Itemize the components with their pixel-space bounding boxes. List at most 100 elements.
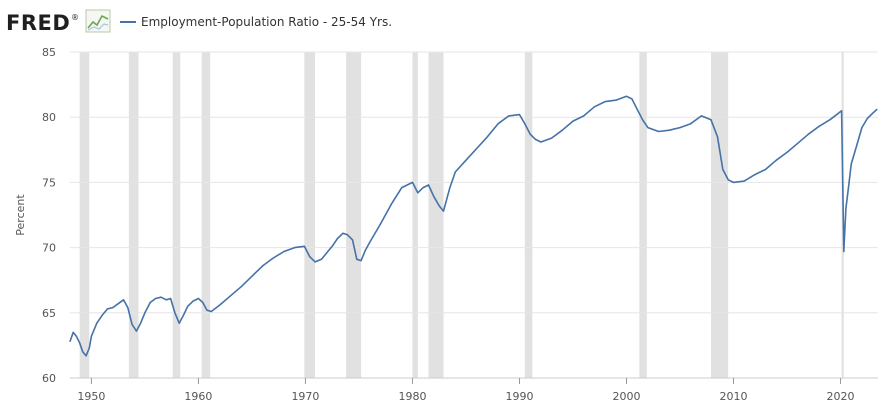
data-point <box>807 133 810 135</box>
data-point <box>829 119 831 121</box>
data-point <box>690 123 692 125</box>
data-point <box>165 299 167 301</box>
data-point <box>112 307 114 309</box>
y-tick-label: 80 <box>42 111 56 124</box>
data-point <box>117 303 119 305</box>
y-tick-label: 60 <box>42 372 56 385</box>
recession-band <box>346 52 362 378</box>
data-point <box>90 335 92 337</box>
x-axis-ticks: 1950 1960 1970 1980 1990 2000 2010 2020 <box>70 377 878 403</box>
data-point <box>206 309 208 311</box>
data-point <box>524 123 526 125</box>
data-point <box>518 114 521 116</box>
x-tick-label: 1960 <box>184 390 212 403</box>
data-point <box>178 322 180 324</box>
data-point <box>636 108 638 110</box>
y-tick-label: 65 <box>42 307 56 320</box>
data-point <box>309 256 311 258</box>
data-point <box>861 127 863 129</box>
data-point <box>625 95 628 97</box>
data-point <box>360 260 362 262</box>
x-tick-label: 1950 <box>77 390 105 403</box>
data-point <box>449 187 451 189</box>
data-point <box>251 275 253 277</box>
data-point <box>192 300 194 302</box>
data-point <box>369 241 371 243</box>
data-point <box>314 261 316 263</box>
data-point <box>140 322 142 324</box>
x-tick-label: 1990 <box>505 390 533 403</box>
data-point <box>848 181 850 183</box>
data-point <box>775 159 777 161</box>
data-point <box>716 136 719 138</box>
x-tick-label: 1980 <box>398 390 426 403</box>
data-point <box>845 207 847 210</box>
data-point <box>294 247 296 249</box>
data-point <box>272 257 274 259</box>
data-point <box>342 232 344 234</box>
data-point <box>101 314 103 316</box>
data-point <box>710 119 712 121</box>
data-point <box>427 184 430 186</box>
data-point <box>668 129 670 131</box>
data-point <box>149 301 151 303</box>
data-point <box>743 180 745 182</box>
data-point <box>346 234 348 236</box>
data-point <box>96 322 98 324</box>
data-point <box>351 239 354 241</box>
data-point <box>379 223 381 225</box>
fred-logo[interactable]: FRED <box>6 11 70 35</box>
data-point <box>476 147 478 150</box>
data-point <box>155 297 157 300</box>
data-point <box>837 112 840 114</box>
recession-band <box>412 52 418 378</box>
data-point <box>433 196 435 198</box>
data-point <box>219 304 221 306</box>
data-point <box>722 168 724 170</box>
data-point <box>534 138 537 140</box>
y-axis-title: Percent <box>14 194 27 236</box>
data-point <box>700 115 703 117</box>
data-point <box>642 119 644 121</box>
data-point <box>754 174 756 176</box>
data-point <box>240 286 242 288</box>
data-point <box>202 301 204 303</box>
data-point <box>127 307 129 309</box>
fred-graph-icon <box>85 9 111 33</box>
data-point <box>872 112 874 114</box>
data-point <box>144 312 146 314</box>
recession-band <box>428 52 444 378</box>
data-point <box>866 117 868 120</box>
data-point <box>336 237 339 240</box>
data-point <box>540 141 542 143</box>
recession-band <box>304 52 316 378</box>
data-point <box>187 305 189 307</box>
data-point <box>88 347 90 349</box>
data-point <box>593 106 596 108</box>
data-point <box>486 136 488 138</box>
data-point <box>174 312 176 314</box>
data-point <box>797 142 799 144</box>
y-tick-label: 75 <box>42 176 56 189</box>
data-point <box>841 110 843 112</box>
data-point <box>604 101 606 103</box>
data-point <box>262 265 264 267</box>
x-tick-label: 2020 <box>827 390 855 403</box>
data-point <box>131 323 133 326</box>
recession-band <box>172 52 181 378</box>
recession-bands <box>79 52 844 378</box>
data-point <box>364 249 366 251</box>
data-point <box>72 331 74 333</box>
y-tick-label: 85 <box>42 46 56 59</box>
data-point <box>326 252 328 254</box>
data-point <box>727 179 729 181</box>
data-point <box>465 159 467 161</box>
recession-band <box>201 52 211 378</box>
series-layer <box>69 95 878 357</box>
x-tick-label: 2010 <box>720 390 748 403</box>
data-point <box>561 129 563 131</box>
data-point <box>422 187 424 189</box>
data-point <box>417 192 419 194</box>
data-point <box>850 163 852 165</box>
